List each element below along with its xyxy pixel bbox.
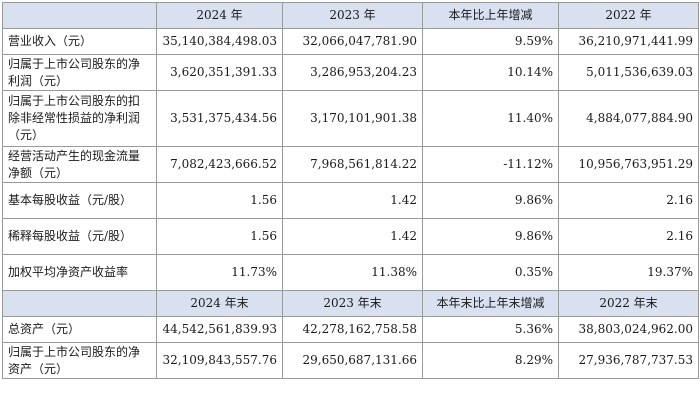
header-cell: 本年末比上年末增减 bbox=[422, 290, 559, 317]
row-label: 总资产（元） bbox=[2, 316, 157, 343]
row-label: 稀释每股收益（元/股） bbox=[2, 218, 157, 255]
table-row: 归属于上市公司股东的净利润（元） 3,620,351,391.33 3,286,… bbox=[2, 54, 699, 91]
value-change: -11.12% bbox=[422, 146, 559, 183]
table-row: 稀释每股收益（元/股） 1.56 1.42 9.86% 2.16 bbox=[2, 218, 699, 255]
header-cell: 本年比上年增减 bbox=[422, 2, 559, 29]
value-2023: 3,170,101,901.38 bbox=[282, 90, 423, 147]
table-row: 总资产（元） 44,542,561,839.93 42,278,162,758.… bbox=[2, 316, 699, 343]
value-change: 10.14% bbox=[422, 54, 559, 91]
value-2022: 36,210,971,441.99 bbox=[558, 28, 699, 55]
row-label: 经营活动产生的现金流量净额（元） bbox=[2, 146, 157, 183]
row-label: 归属于上市公司股东的净资产（元） bbox=[2, 342, 157, 379]
value-2022: 2.16 bbox=[558, 182, 699, 219]
value-2022: 27,936,787,737.53 bbox=[558, 342, 699, 379]
table-row: 归属于上市公司股东的扣除非经常性损益的净利润（元） 3,531,375,434.… bbox=[2, 90, 699, 147]
header-cell: 2022 年末 bbox=[558, 290, 699, 317]
table-header-row: 2024 年末 2023 年末 本年末比上年末增减 2022 年末 bbox=[2, 290, 699, 317]
value-2023: 42,278,162,758.58 bbox=[282, 316, 423, 343]
row-label: 营业收入（元） bbox=[2, 28, 157, 55]
value-2024: 32,109,843,557.76 bbox=[156, 342, 283, 379]
value-2023: 1.42 bbox=[282, 218, 423, 255]
value-2024: 44,542,561,839.93 bbox=[156, 316, 283, 343]
value-change: 11.40% bbox=[422, 90, 559, 147]
value-2024: 1.56 bbox=[156, 218, 283, 255]
row-label: 基本每股收益（元/股） bbox=[2, 182, 157, 219]
table-row: 营业收入（元） 35,140,384,498.03 32,066,047,781… bbox=[2, 28, 699, 55]
financial-summary-table: 2024 年 2023 年 本年比上年增减 2022 年 营业收入（元） 35,… bbox=[2, 2, 699, 379]
header-cell bbox=[2, 2, 157, 29]
value-2023: 11.38% bbox=[282, 254, 423, 291]
value-2023: 32,066,047,781.90 bbox=[282, 28, 423, 55]
value-2022: 4,884,077,884.90 bbox=[558, 90, 699, 147]
table-row: 归属于上市公司股东的净资产（元） 32,109,843,557.76 29,65… bbox=[2, 342, 699, 379]
table-header-row: 2024 年 2023 年 本年比上年增减 2022 年 bbox=[2, 2, 699, 29]
value-2023: 29,650,687,131.66 bbox=[282, 342, 423, 379]
value-2023: 7,968,561,814.22 bbox=[282, 146, 423, 183]
value-change: 0.35% bbox=[422, 254, 559, 291]
value-2022: 38,803,024,962.00 bbox=[558, 316, 699, 343]
value-change: 9.59% bbox=[422, 28, 559, 55]
value-2022: 2.16 bbox=[558, 218, 699, 255]
row-label: 归属于上市公司股东的扣除非经常性损益的净利润（元） bbox=[2, 90, 157, 147]
value-2024: 1.56 bbox=[156, 182, 283, 219]
value-2024: 7,082,423,666.52 bbox=[156, 146, 283, 183]
value-change: 5.36% bbox=[422, 316, 559, 343]
table-row: 加权平均净资产收益率 11.73% 11.38% 0.35% 19.37% bbox=[2, 254, 699, 291]
value-2024: 35,140,384,498.03 bbox=[156, 28, 283, 55]
value-2023: 3,286,953,204.23 bbox=[282, 54, 423, 91]
value-2022: 10,956,763,951.29 bbox=[558, 146, 699, 183]
table-row: 基本每股收益（元/股） 1.56 1.42 9.86% 2.16 bbox=[2, 182, 699, 219]
value-change: 9.86% bbox=[422, 182, 559, 219]
value-2022: 5,011,536,639.03 bbox=[558, 54, 699, 91]
value-change: 8.29% bbox=[422, 342, 559, 379]
value-2024: 11.73% bbox=[156, 254, 283, 291]
value-2024: 3,620,351,391.33 bbox=[156, 54, 283, 91]
value-2024: 3,531,375,434.56 bbox=[156, 90, 283, 147]
header-cell: 2023 年 bbox=[282, 2, 423, 29]
header-cell: 2023 年末 bbox=[282, 290, 423, 317]
row-label: 归属于上市公司股东的净利润（元） bbox=[2, 54, 157, 91]
value-2022: 19.37% bbox=[558, 254, 699, 291]
value-change: 9.86% bbox=[422, 218, 559, 255]
table-row: 经营活动产生的现金流量净额（元） 7,082,423,666.52 7,968,… bbox=[2, 146, 699, 183]
header-cell bbox=[2, 290, 157, 317]
header-cell: 2024 年末 bbox=[156, 290, 283, 317]
value-2023: 1.42 bbox=[282, 182, 423, 219]
header-cell: 2024 年 bbox=[156, 2, 283, 29]
header-cell: 2022 年 bbox=[558, 2, 699, 29]
row-label: 加权平均净资产收益率 bbox=[2, 254, 157, 291]
